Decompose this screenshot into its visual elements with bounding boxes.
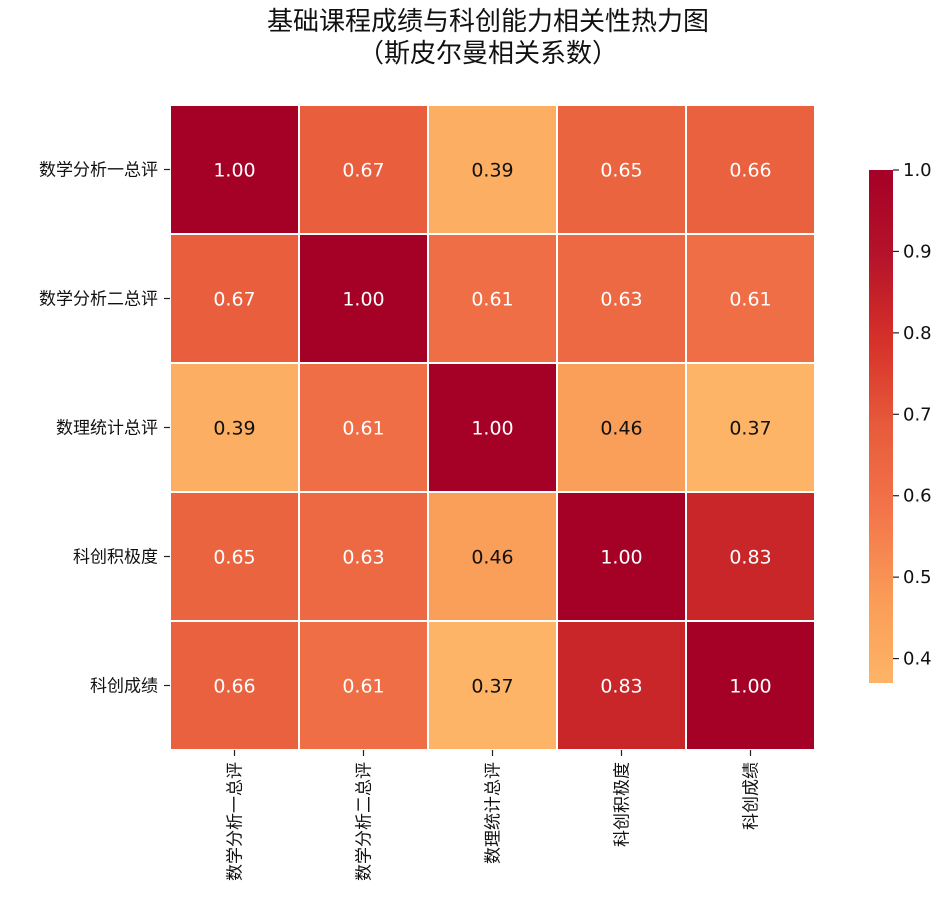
- cell-value-label: 0.37: [729, 418, 771, 440]
- y-tick-label: 科创成绩: [90, 677, 158, 697]
- cell-value-label: 1.00: [600, 547, 642, 569]
- x-tick-label: 科创积极度: [613, 762, 633, 847]
- heatmap-cells: [169, 104, 816, 751]
- cell-value-label: 0.66: [729, 160, 771, 182]
- x-tick-label: 数学分析二总评: [355, 762, 375, 881]
- cell-value-label: 1.00: [471, 418, 513, 440]
- colorbar-tick-label: 0.8: [903, 323, 932, 344]
- cell-value-label: 0.61: [729, 289, 771, 311]
- cell-value-label: 1.00: [342, 289, 384, 311]
- x-tick-label: 数理统计总评: [484, 762, 504, 864]
- heatmap-cell: [298, 104, 429, 235]
- heatmap-cell: [427, 104, 558, 235]
- colorbar-tick-label: 0.5: [903, 567, 932, 588]
- cell-value-label: 0.46: [600, 418, 642, 440]
- x-tick-label: 科创成绩: [742, 762, 762, 830]
- heatmap-cell: [298, 620, 429, 751]
- cell-value-label: 0.39: [213, 418, 255, 440]
- cell-value-label: 0.61: [342, 676, 384, 698]
- chart-title: 基础课程成绩与科创能力相关性热力图: [267, 7, 709, 37]
- chart-subtitle: （斯皮尔曼相关系数）: [358, 39, 618, 69]
- cell-value-label: 0.67: [213, 289, 255, 311]
- y-tick-label: 数理统计总评: [56, 419, 158, 439]
- cell-value-label: 0.65: [213, 547, 255, 569]
- colorbar: 1.0 0.9 0.8 0.7 0.6 0.5 0.4: [869, 160, 932, 683]
- y-tick-label: 数学分析二总评: [39, 290, 158, 310]
- cell-value-label: 0.63: [342, 547, 384, 569]
- x-axis: 数学分析一总评 数学分析二总评 数理统计总评 科创积极度 科创成绩: [226, 750, 762, 881]
- cell-value-label: 0.46: [471, 547, 513, 569]
- heatmap-cell: [298, 491, 429, 622]
- colorbar-tick-label: 1.0: [903, 160, 932, 181]
- cell-value-label: 0.63: [600, 289, 642, 311]
- heatmap-cell: [427, 620, 558, 751]
- heatmap-cell: [427, 491, 558, 622]
- heatmap-cell: [685, 233, 816, 364]
- colorbar-gradient: [869, 170, 893, 683]
- heatmap-cell: [685, 491, 816, 622]
- cell-value-label: 0.66: [213, 676, 255, 698]
- heatmap-cell: [169, 104, 300, 235]
- colorbar-tick-label: 0.7: [903, 404, 932, 425]
- cell-value-label: 0.61: [342, 418, 384, 440]
- cell-value-label: 0.37: [471, 676, 513, 698]
- cell-value-label: 0.83: [600, 676, 642, 698]
- heatmap-cell: [298, 362, 429, 493]
- heatmap-cell: [556, 104, 687, 235]
- heatmap-cell: [556, 362, 687, 493]
- heatmap-cell: [427, 233, 558, 364]
- heatmap-cell: [556, 491, 687, 622]
- colorbar-tick-label: 0.9: [903, 241, 932, 262]
- heatmap-cell-labels: 1.00 0.67 0.39 0.65 0.66 0.67 1.00 0.61 0.63 0.61…: [213, 160, 771, 698]
- colorbar-tick-label: 0.6: [903, 486, 932, 507]
- y-tick-label: 数学分析一总评: [39, 161, 158, 181]
- x-tick-label: 数学分析一总评: [226, 762, 246, 881]
- cell-value-label: 0.65: [600, 160, 642, 182]
- cell-value-label: 0.83: [729, 547, 771, 569]
- cell-value-label: 1.00: [729, 676, 771, 698]
- heatmap-cell: [685, 362, 816, 493]
- heatmap-cell: [169, 620, 300, 751]
- cell-value-label: 1.00: [213, 160, 255, 182]
- cell-value-label: 0.61: [471, 289, 513, 311]
- cell-value-label: 0.39: [471, 160, 513, 182]
- heatmap-cell: [685, 620, 816, 751]
- y-tick-label: 科创积极度: [73, 548, 158, 568]
- cell-value-label: 0.67: [342, 160, 384, 182]
- colorbar-tick-label: 0.4: [903, 649, 932, 670]
